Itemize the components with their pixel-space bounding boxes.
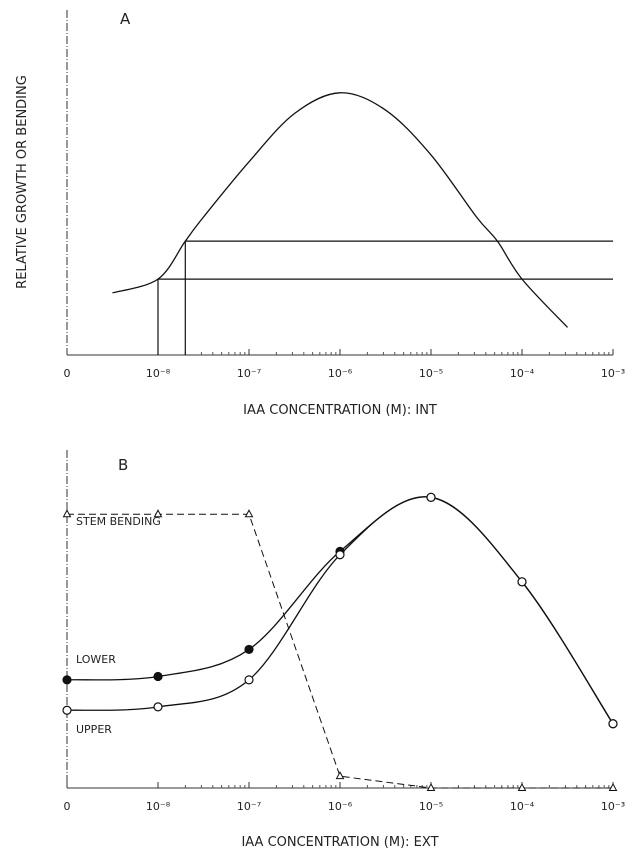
marker xyxy=(608,782,618,791)
marker xyxy=(153,509,163,518)
x-tick-label: 0 xyxy=(64,800,71,813)
series-line xyxy=(66,496,614,725)
marker xyxy=(335,771,345,780)
series-label: LOWER xyxy=(76,653,116,666)
marker xyxy=(517,782,527,791)
x-tick-label: 10⁻⁴ xyxy=(510,367,535,380)
marker xyxy=(244,644,254,655)
x-axis-label: IAA CONCENTRATION (M): EXT xyxy=(241,835,438,850)
x-axis-label: IAA CONCENTRATION (M): INT xyxy=(243,403,437,418)
marker xyxy=(153,671,163,682)
panel-label: A xyxy=(120,10,131,28)
x-tick-label: 10⁻⁵ xyxy=(419,367,443,380)
marker xyxy=(153,702,163,712)
series-label: UPPER xyxy=(76,723,112,736)
marker xyxy=(517,577,527,587)
x-tick-label: 10⁻⁵ xyxy=(419,800,443,813)
x-tick-label: 10⁻³ xyxy=(601,800,625,813)
x-tick-label: 10⁻⁷ xyxy=(237,367,261,380)
marker xyxy=(62,675,72,685)
x-tick-label: 10⁻⁶ xyxy=(328,800,353,813)
x-tick-label: 10⁻⁴ xyxy=(510,800,535,813)
marker xyxy=(426,492,436,502)
response-curve xyxy=(112,92,568,328)
x-tick-label: 0 xyxy=(64,367,71,380)
marker xyxy=(244,509,254,518)
x-tick-label: 10⁻⁸ xyxy=(146,800,171,813)
marker xyxy=(608,719,618,729)
marker xyxy=(335,550,345,560)
series-label: STEM BENDING xyxy=(76,515,161,528)
series-line xyxy=(66,496,614,725)
marker xyxy=(62,705,72,715)
x-tick-label: 10⁻⁷ xyxy=(237,800,261,813)
x-tick-label: 10⁻³ xyxy=(601,367,625,380)
x-tick-label: 10⁻⁸ xyxy=(146,367,171,380)
x-tick-label: 10⁻⁶ xyxy=(328,367,353,380)
panel-label: B xyxy=(118,456,128,474)
marker xyxy=(62,509,72,518)
y-axis-label: RELATIVE GROWTH OR BENDING xyxy=(15,75,30,289)
marker xyxy=(244,675,254,685)
marker xyxy=(426,782,436,791)
